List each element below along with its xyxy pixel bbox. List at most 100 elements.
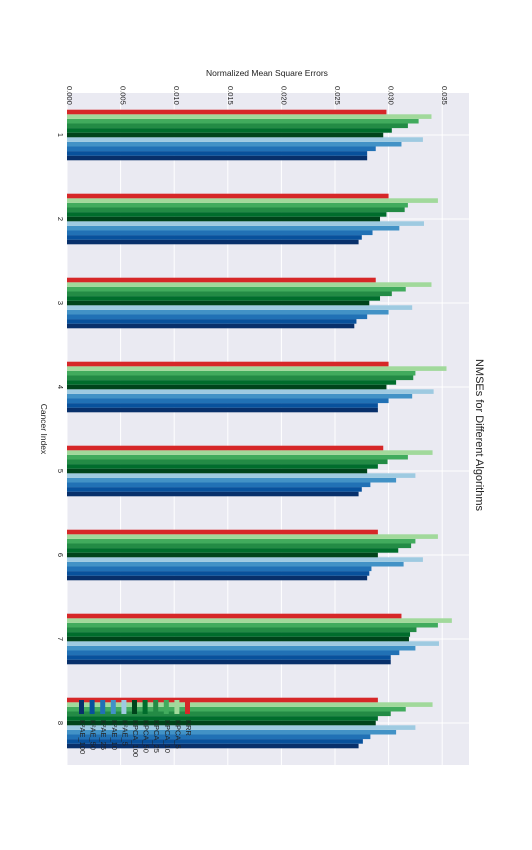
value-tick-label: 0.020: [279, 86, 288, 105]
bar: [67, 137, 423, 142]
bar: [67, 706, 406, 712]
bar-layer: [67, 109, 452, 749]
bar: [67, 314, 368, 320]
bar: [67, 398, 389, 404]
bar: [67, 473, 416, 478]
bar: [67, 543, 412, 549]
legend-label: K²AE_100: [78, 720, 87, 754]
y-axis-label: Normalized Mean Square Errors: [206, 68, 328, 78]
bar: [67, 538, 416, 544]
bar: [67, 155, 368, 161]
legend-label: K²AE_50: [89, 720, 98, 750]
bar: [67, 575, 368, 581]
bar: [67, 389, 434, 394]
legend-swatch: [121, 700, 127, 714]
bar: [67, 239, 359, 245]
bar: [67, 482, 371, 488]
legend-swatch: [89, 700, 95, 714]
bar: [67, 534, 438, 539]
bar: [67, 734, 371, 740]
bar: [67, 305, 413, 310]
bar: [67, 114, 432, 119]
bar: [67, 659, 391, 665]
value-tick-label: 0.025: [333, 86, 342, 105]
legend-label: K²AE_10: [110, 720, 119, 750]
bar: [67, 198, 438, 203]
tick-labels: 0.000 0.005 0.010 0.015 0.020 0.025 0.030 0.035…: [56, 86, 449, 725]
bar: [67, 212, 387, 217]
legend-swatch: [163, 700, 169, 714]
category-tick-label: 3: [56, 301, 65, 305]
bar: [67, 548, 399, 553]
bar: [67, 454, 408, 460]
bar: [67, 291, 392, 297]
category-tick-label: 8: [56, 721, 65, 725]
legend-label: KPCA_100: [131, 720, 140, 757]
bar: [67, 151, 368, 156]
legend: K²AE_100 K²AE_50 K²AE_25 K²AE_10 K²AE_5 KPCA_…: [78, 700, 193, 757]
bar: [67, 711, 391, 717]
value-tick-label: 0.030: [387, 86, 396, 105]
legend-swatch: [174, 700, 180, 714]
bar: [67, 464, 378, 469]
legend-swatch: [185, 700, 190, 714]
category-tick-label: 4: [56, 385, 65, 389]
bar: [67, 375, 414, 381]
bar: [67, 720, 376, 726]
bar: [67, 477, 397, 483]
bar: [67, 282, 432, 287]
legend-swatch: [79, 700, 84, 714]
bar: [67, 384, 387, 390]
legend-label: KRR: [184, 720, 193, 736]
bar: [67, 109, 387, 115]
bar: [67, 725, 416, 730]
bar: [67, 641, 439, 646]
bar: [67, 622, 438, 628]
value-tick-label: 0.010: [172, 86, 181, 105]
legend-swatch: [153, 700, 159, 714]
bar: [67, 566, 372, 572]
chart-title: NMSEs for Different Algorithms: [473, 359, 485, 512]
bar: [67, 403, 378, 408]
bar: [67, 571, 370, 576]
bar: [67, 468, 368, 474]
bar: [67, 407, 378, 413]
bar: [67, 636, 409, 642]
bar: [67, 393, 413, 399]
value-tick-label: 0.000: [65, 86, 74, 105]
bar: [67, 319, 357, 324]
legend-label: KPCA_5: [173, 720, 182, 749]
bar: [67, 650, 400, 656]
bar: [67, 618, 452, 623]
bar: [67, 123, 408, 129]
bar: [67, 459, 388, 465]
bar: [67, 221, 424, 226]
bar: [67, 697, 378, 703]
legend-swatch: [142, 700, 148, 714]
legend-label: K²AE_5: [120, 720, 129, 746]
bar: [67, 207, 405, 213]
bar: [67, 729, 397, 735]
bar: [67, 613, 402, 619]
bar: [67, 216, 381, 222]
bar: [67, 645, 416, 651]
bar: [67, 286, 406, 292]
bar: [67, 716, 378, 721]
bar: [67, 225, 400, 231]
bar: [67, 296, 381, 301]
category-tick-label: 6: [56, 553, 65, 557]
bar: [67, 141, 402, 147]
bar: [67, 552, 378, 558]
bar: [67, 277, 376, 283]
bar: [67, 370, 416, 376]
bar: [67, 491, 359, 497]
bar: [67, 128, 392, 133]
bar: [67, 309, 389, 315]
bar: [67, 739, 363, 744]
bar: [67, 366, 447, 371]
legend-swatch: [100, 700, 106, 714]
bar: [67, 702, 433, 707]
bar: [67, 655, 391, 660]
bar: [67, 202, 408, 208]
